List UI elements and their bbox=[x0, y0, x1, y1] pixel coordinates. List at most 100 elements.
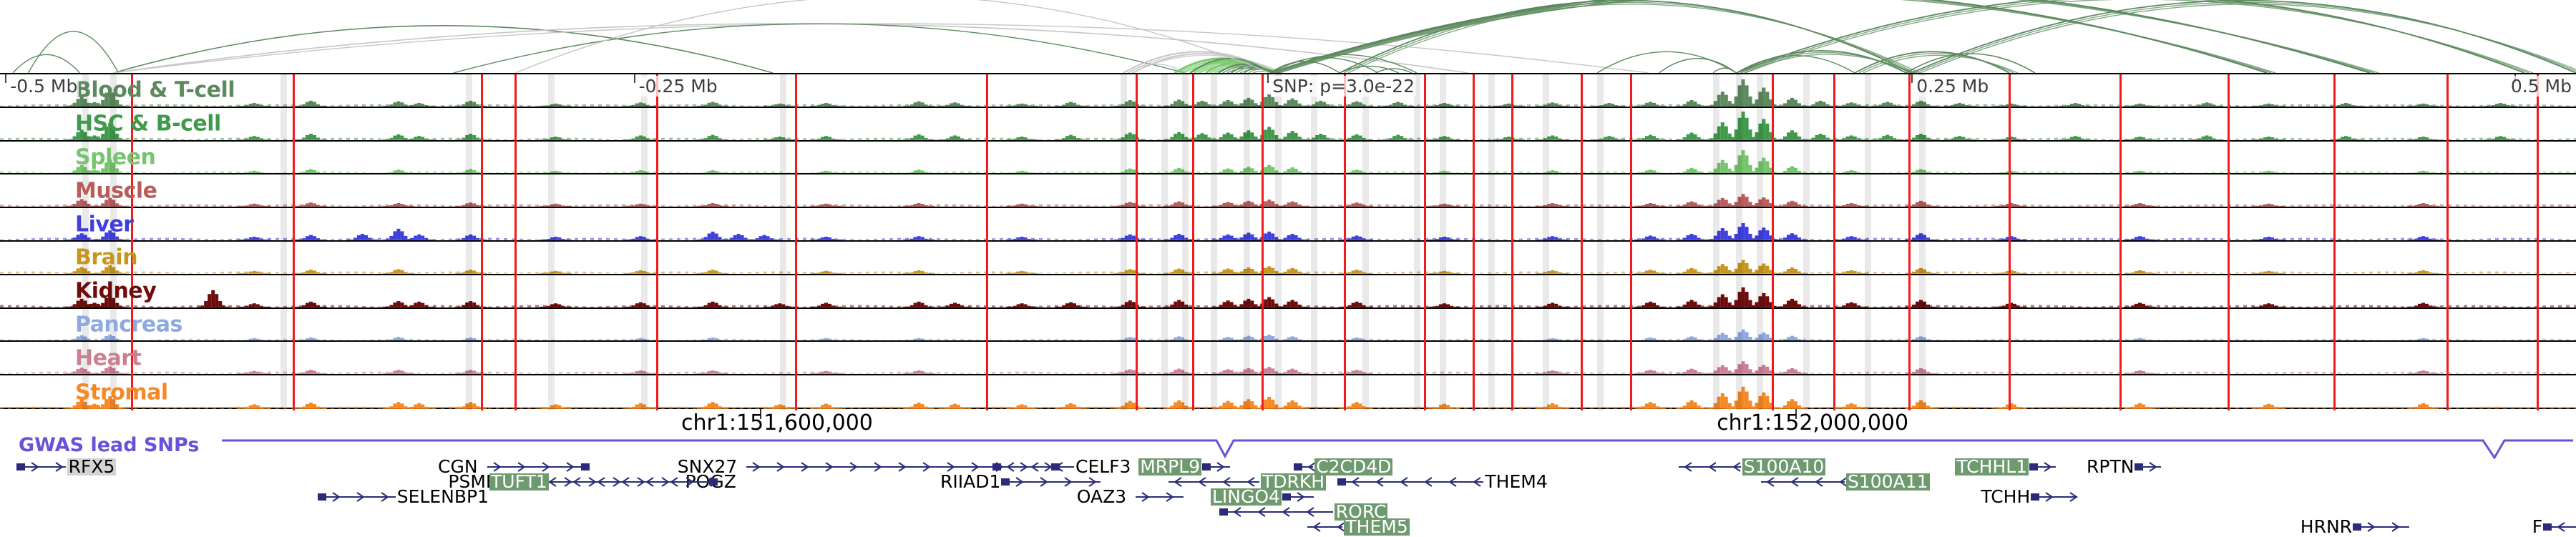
ruler-label: 0.25 Mb bbox=[1915, 76, 1991, 97]
gene-model bbox=[1282, 490, 1315, 504]
signal-track: Brain bbox=[0, 242, 2576, 275]
gene-name-label: THEM5 bbox=[1344, 516, 1410, 537]
signal-track: Spleen bbox=[0, 142, 2576, 175]
interaction-arc bbox=[113, 23, 1649, 73]
ruler-tick bbox=[633, 74, 635, 83]
interaction-arc bbox=[1189, 57, 1271, 73]
gene-model bbox=[992, 460, 1075, 474]
gene-model bbox=[2030, 490, 2079, 504]
ruler-label: 0.5 Mb bbox=[2509, 76, 2573, 97]
gene-name-label: CGN bbox=[438, 456, 478, 477]
track-label: Pancreas bbox=[75, 312, 182, 338]
gene-annotation[interactable]: TDRKH bbox=[1159, 471, 1327, 492]
gene-name-label: TCHH bbox=[1981, 486, 2031, 507]
gene-annotation[interactable]: OAZ3 bbox=[1077, 488, 1185, 506]
gene-annotation[interactable]: LINGO4 bbox=[1211, 486, 1315, 507]
ruler-label: -0.25 Mb bbox=[637, 76, 719, 97]
signal-track: HSC & B-cell bbox=[0, 108, 2576, 142]
interaction-arc bbox=[1712, 67, 1737, 73]
gene-annotation[interactable]: MRPL9 bbox=[1138, 456, 1231, 477]
gene-annotation[interactable]: TCHHL1 bbox=[1955, 456, 2057, 477]
gene-model bbox=[1669, 460, 1742, 474]
gene-annotation[interactable]: RPTN bbox=[2087, 458, 2162, 476]
track-label: Blood & T-cell bbox=[75, 77, 235, 103]
interaction-arc bbox=[1339, 65, 1400, 73]
interaction-arc bbox=[1343, 1, 1916, 73]
gwas-track-label: GWAS lead SNPs bbox=[19, 434, 200, 456]
gene-annotation[interactable]: TUFT1 bbox=[489, 471, 718, 492]
gene-annotation[interactable]: RORC bbox=[1219, 501, 1388, 522]
track-label: Kidney bbox=[75, 278, 157, 304]
gene-model bbox=[2352, 520, 2411, 534]
interaction-arc bbox=[1919, 4, 2576, 73]
track-label: Stromal bbox=[75, 380, 168, 405]
gene-model bbox=[549, 475, 718, 489]
interaction-arc bbox=[453, 23, 1186, 73]
signal-histogram bbox=[0, 223, 2576, 240]
gene-annotation[interactable]: THEM4 bbox=[1337, 473, 1548, 491]
gene-annotation[interactable]: F bbox=[2532, 516, 2576, 537]
interaction-arc bbox=[1658, 58, 1737, 73]
gene-name-label: TCHHL1 bbox=[1955, 456, 2029, 477]
signal-track: Kidney bbox=[0, 275, 2576, 309]
interaction-arc bbox=[1854, 51, 2010, 73]
gene-model bbox=[1000, 475, 1102, 489]
gene-model bbox=[1293, 460, 1315, 474]
gene-annotation[interactable]: RFX5 bbox=[16, 456, 117, 477]
gene-name-label: RORC bbox=[1334, 501, 1388, 522]
gene-annotation[interactable]: C2CD4D bbox=[1293, 456, 1393, 477]
interaction-arc bbox=[1123, 51, 1276, 73]
gene-name-label: MRPL9 bbox=[1138, 456, 1202, 477]
coordinate-label: chr1:151,600,000 bbox=[681, 410, 873, 435]
gene-name-label: RFX5 bbox=[67, 456, 117, 477]
signal-histogram bbox=[0, 111, 2576, 140]
interaction-arc bbox=[1278, 0, 2276, 73]
gene-name-label: F bbox=[2532, 516, 2543, 537]
gene-annotation[interactable]: SELENBP1 bbox=[317, 488, 489, 506]
ruler-label: -0.5 Mb bbox=[9, 76, 79, 97]
interaction-arc bbox=[1269, 54, 1418, 73]
signal-track: Heart bbox=[0, 342, 2576, 376]
signal-histogram bbox=[0, 386, 2576, 409]
signal-tracks-panel: Blood & T-cell HSC & B-cell Spleen Muscle Li… bbox=[0, 73, 2576, 410]
gene-model bbox=[1219, 505, 1335, 519]
gene-annotation[interactable]: THEM5 bbox=[1298, 516, 1410, 537]
track-label: Brain bbox=[75, 245, 138, 270]
gene-annotation[interactable]: S100A10 bbox=[1669, 456, 1826, 477]
gene-annotation[interactable]: RIIAD1 bbox=[940, 473, 1102, 491]
signal-histogram bbox=[0, 287, 2576, 307]
arcs-svg bbox=[12, 0, 2576, 73]
interaction-arc bbox=[1347, 4, 1921, 73]
gene-name-label: S100A10 bbox=[1742, 456, 1826, 477]
interaction-arc bbox=[514, 0, 1271, 73]
track-label: Heart bbox=[75, 345, 142, 371]
gene-model bbox=[2134, 460, 2162, 474]
gene-name-label: CELF3 bbox=[1075, 456, 1131, 477]
gene-name-label: C2CD4D bbox=[1314, 456, 1393, 477]
track-label: HSC & B-cell bbox=[75, 111, 221, 137]
coordinate-tick bbox=[760, 409, 761, 419]
gene-name-label: TUFT1 bbox=[489, 471, 549, 492]
gene-model bbox=[1752, 475, 1846, 489]
signal-histogram bbox=[0, 194, 2576, 207]
gene-name-label: SNX27 bbox=[677, 456, 738, 477]
gene-annotation[interactable]: TCHH bbox=[1981, 486, 2079, 507]
track-rows: Blood & T-cell HSC & B-cell Spleen Muscle Li… bbox=[0, 74, 2576, 409]
interaction-arc bbox=[1339, 0, 1912, 73]
gene-annotation[interactable]: SNX27 bbox=[677, 456, 1061, 477]
gene-model bbox=[16, 460, 67, 474]
ruler-overlay: -0.5 Mb -0.25 Mb SNP: p=3.0e-22 0.25 Mb 0.5 … bbox=[0, 74, 2576, 99]
gene-annotation[interactable]: CELF3 bbox=[992, 456, 1131, 477]
gene-annotation[interactable]: CGN bbox=[438, 456, 590, 477]
gene-annotation[interactable]: S100A11 bbox=[1752, 473, 1930, 491]
gene-model bbox=[2029, 460, 2057, 474]
track-label: Spleen bbox=[75, 144, 156, 170]
gene-annotation[interactable]: HRNR bbox=[2301, 518, 2411, 536]
track-label: Muscle bbox=[75, 178, 157, 204]
interaction-arc bbox=[12, 54, 81, 73]
gene-name-label: TDRKH bbox=[1261, 471, 1327, 492]
interaction-arc bbox=[1863, 54, 2019, 73]
gwas-line-svg bbox=[222, 439, 2573, 459]
gene-name-label: LINGO4 bbox=[1211, 486, 1282, 507]
